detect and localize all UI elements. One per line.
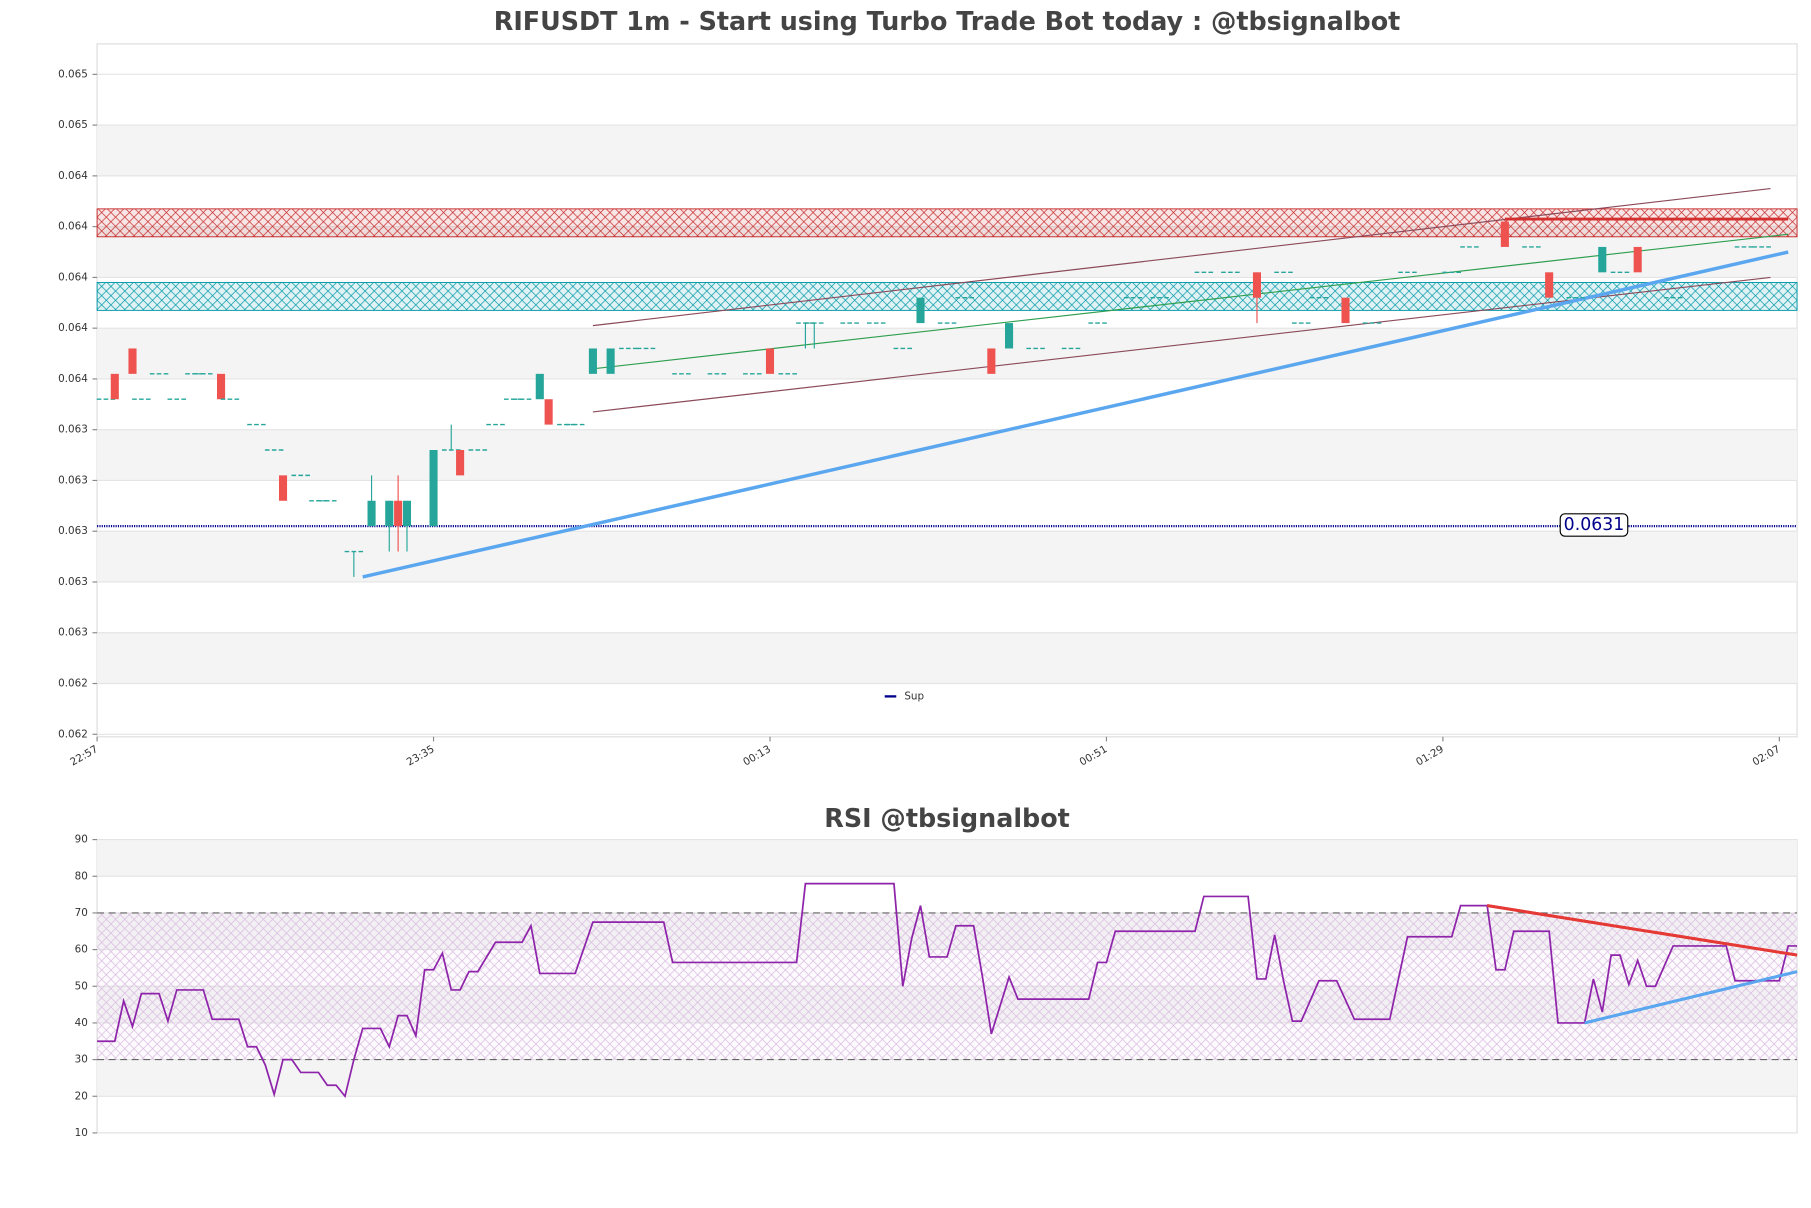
candle-body <box>278 475 288 501</box>
y-tick-label: 80 <box>75 870 88 882</box>
band <box>97 1059 1798 1097</box>
y-tick-label: 0.064 <box>58 271 88 283</box>
trend-line-top <box>1486 904 1798 957</box>
y-tick-label: 40 <box>75 1017 88 1029</box>
candle-body <box>1500 221 1509 247</box>
candle-body <box>1005 323 1014 349</box>
candle-body <box>217 373 226 400</box>
y-tick-label: 30 <box>75 1054 88 1066</box>
candle-body <box>1545 272 1554 298</box>
candle-body <box>1633 246 1642 273</box>
legend-label: Sup <box>904 690 924 702</box>
candle-body <box>394 500 403 527</box>
band <box>97 632 1798 684</box>
trend-line <box>592 187 1771 327</box>
band <box>97 839 1798 877</box>
band <box>97 125 1798 176</box>
candle-body <box>456 449 465 476</box>
y-tick-label: 90 <box>75 834 88 846</box>
candle-body <box>1341 297 1350 324</box>
candle-body <box>1598 246 1607 273</box>
candle-body <box>987 348 996 374</box>
candle-body <box>535 373 544 400</box>
candle-body <box>606 348 615 374</box>
candle-body <box>110 373 119 400</box>
zone <box>96 282 1798 311</box>
y-tick-label: 0.062 <box>58 728 88 740</box>
candle-body <box>544 399 553 425</box>
y-tick-label: 50 <box>75 980 88 992</box>
candle-body <box>385 500 394 527</box>
y-tick-label: 0.063 <box>58 525 88 537</box>
y-tick-label: 70 <box>75 907 88 919</box>
candle-body <box>367 500 376 527</box>
y-tick-label: 0.065 <box>58 68 88 80</box>
candle-body <box>429 449 438 527</box>
y-tick-label: 20 <box>75 1090 88 1102</box>
trend-line <box>592 233 1789 370</box>
trend-line <box>362 250 1789 579</box>
rsi-line <box>97 882 1798 1099</box>
y-tick-label: 0.063 <box>58 576 88 588</box>
band <box>97 429 1798 481</box>
rsi-hatch <box>97 912 1798 1060</box>
y-tick-label: 0.063 <box>58 627 88 639</box>
y-tick-label: 0.064 <box>58 221 88 233</box>
level-label: 0.0631 <box>1564 515 1625 535</box>
y-tick-label: 0.064 <box>58 373 88 385</box>
y-tick-label: 0.063 <box>58 474 88 486</box>
candle-body <box>402 500 412 527</box>
band <box>97 328 1798 379</box>
candle-body <box>765 348 775 374</box>
chart-title: RIFUSDT 1m - Start using Turbo Trade Bot… <box>494 6 1400 36</box>
candle-body <box>128 348 137 374</box>
y-tick-label: 0.065 <box>58 119 88 131</box>
trend-line-top <box>1584 970 1798 1025</box>
chart-title: RSI @tbsignalbot <box>824 803 1070 833</box>
y-tick-label: 0.064 <box>58 170 88 182</box>
y-tick-label: 0.064 <box>58 322 88 334</box>
band <box>97 531 1798 582</box>
candle-body <box>916 297 925 324</box>
zone <box>96 208 1798 238</box>
level-label-box <box>1559 513 1629 537</box>
candle-body <box>1252 272 1262 298</box>
y-tick-label: 10 <box>75 1127 88 1139</box>
y-tick-label: 0.062 <box>58 678 88 690</box>
y-tick-label: 60 <box>75 944 88 956</box>
candle-body <box>588 348 597 374</box>
y-tick-label: 0.063 <box>58 424 88 436</box>
